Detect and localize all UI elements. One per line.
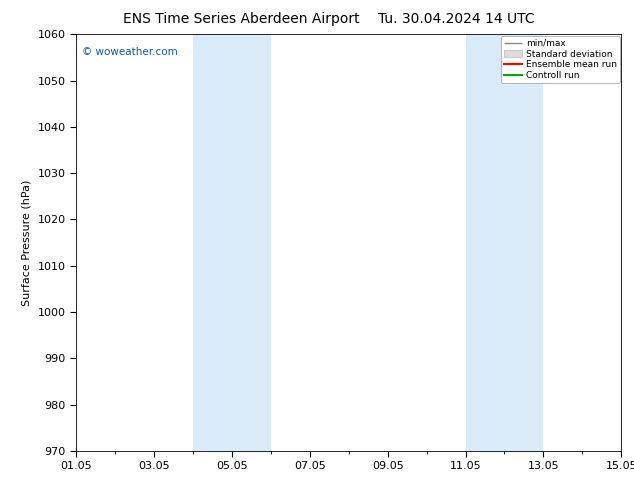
Y-axis label: Surface Pressure (hPa): Surface Pressure (hPa): [22, 179, 32, 306]
Bar: [465, 34, 543, 451]
Text: © woweather.com: © woweather.com: [82, 47, 178, 57]
Bar: [193, 34, 271, 451]
Text: ENS Time Series Aberdeen Airport: ENS Time Series Aberdeen Airport: [122, 12, 359, 26]
Text: Tu. 30.04.2024 14 UTC: Tu. 30.04.2024 14 UTC: [378, 12, 535, 26]
Legend: min/max, Standard deviation, Ensemble mean run, Controll run: min/max, Standard deviation, Ensemble me…: [501, 36, 619, 83]
